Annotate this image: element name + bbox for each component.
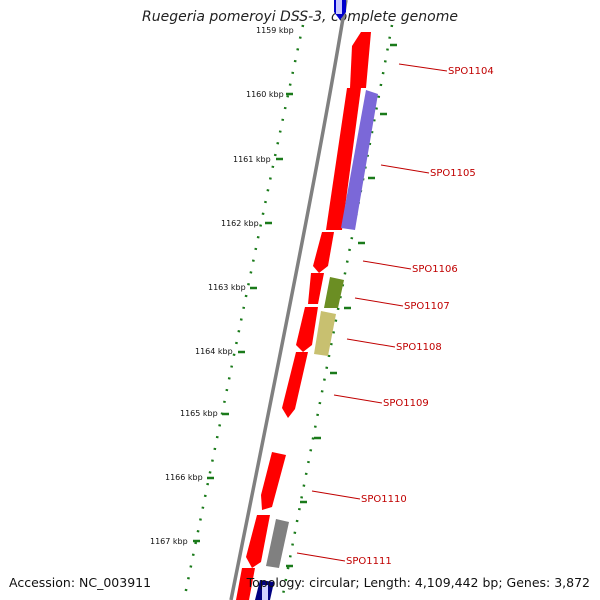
- gene-feature-spo1111: [266, 519, 289, 568]
- gene-label-spo1106: SPO1106: [412, 264, 458, 275]
- kbp-label: 1161 kbp: [233, 155, 271, 164]
- kbp-label: 1162 kbp: [221, 219, 259, 228]
- gene-feature-spo1109: [282, 352, 308, 418]
- outer-scale-track: [280, 24, 394, 600]
- kbp-label: 1159 kbp: [256, 26, 294, 35]
- gene-feature-blue-highlight: [336, 0, 342, 14]
- gene-feature-spo1107: [324, 277, 344, 308]
- gene-label-spo1107: SPO1107: [404, 301, 450, 312]
- gene-feature-red: [326, 88, 361, 230]
- map-title: Ruegeria pomeroyi DSS-3, complete genome: [142, 9, 458, 25]
- genome-backbone: [229, 0, 348, 600]
- gene-feature-spo1106: [313, 232, 334, 273]
- inner-scale-track: [182, 24, 305, 600]
- gene-label-spo1108: SPO1108: [396, 342, 442, 353]
- kbp-label: 1165 kbp: [180, 409, 218, 418]
- gene-feature-red: [246, 515, 270, 568]
- gene-labels: SPO1104 SPO1105 SPO1106 SPO1107 SPO1108 …: [346, 66, 494, 567]
- accession-text: Accession: NC_003911: [9, 575, 152, 590]
- gene-feature-red: [296, 307, 318, 352]
- topology-text: Topology: circular; Length: 4,109,442 bp…: [246, 575, 590, 590]
- gene-feature-red: [236, 568, 255, 600]
- gene-label-spo1105: SPO1105: [430, 168, 476, 179]
- kbp-label: 1164 kbp: [195, 347, 233, 356]
- gene-feature-spo1110: [261, 452, 286, 510]
- kbp-labels: 1159 kbp 1160 kbp 1161 kbp 1162 kbp 1163…: [150, 26, 294, 546]
- gene-feature-spo1108: [314, 311, 336, 356]
- kbp-label: 1160 kbp: [246, 90, 284, 99]
- label-leaders: [296, 63, 448, 562]
- gene-label-spo1104: SPO1104: [448, 66, 494, 77]
- kbp-label: 1166 kbp: [165, 473, 203, 482]
- kbp-label: 1167 kbp: [150, 537, 188, 546]
- kbp-tick-marks: [193, 92, 293, 543]
- gene-feature-spo1105: [341, 90, 378, 230]
- gene-label-spo1110: SPO1110: [361, 494, 407, 505]
- gene-feature-red: [308, 273, 324, 304]
- gene-feature-spo1104: [350, 32, 371, 88]
- gene-label-spo1109: SPO1109: [383, 398, 429, 409]
- outer-tick-marks: [286, 43, 397, 568]
- features: [236, 0, 378, 600]
- gene-feature-highlight: [262, 585, 268, 600]
- kbp-label: 1163 kbp: [208, 283, 246, 292]
- gene-label-spo1111: SPO1111: [346, 556, 392, 567]
